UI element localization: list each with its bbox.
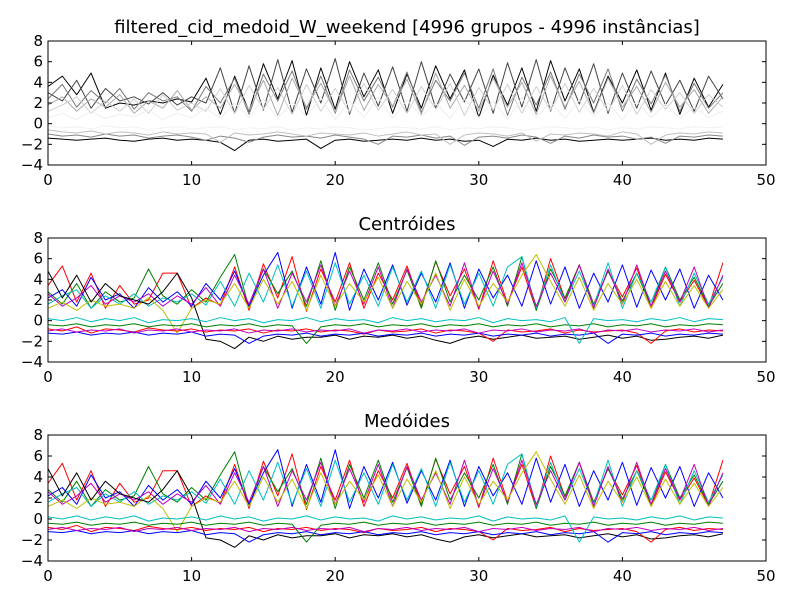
y-tick-label: 4 <box>33 270 43 288</box>
x-tick-label: 30 <box>469 368 488 386</box>
y-tick-label: 8 <box>33 32 43 50</box>
x-tick-label: 30 <box>469 171 488 189</box>
x-tick-label: 10 <box>182 171 201 189</box>
series-line-6 <box>48 96 724 121</box>
x-tick-label: 50 <box>756 171 775 189</box>
series-line-12 <box>48 328 723 334</box>
series-line-7 <box>48 270 724 350</box>
series-line-10 <box>48 125 723 131</box>
series-line-9 <box>48 331 723 344</box>
series-line-10 <box>48 323 723 344</box>
series-group <box>48 251 724 350</box>
y-tick-label: 6 <box>33 447 43 465</box>
series-line-5 <box>48 82 724 116</box>
series-line-11 <box>48 317 723 344</box>
series-line-12 <box>48 526 723 533</box>
y-tick-label: −2 <box>21 531 43 549</box>
series-line-9 <box>48 129 723 145</box>
y-tick-label: 2 <box>33 291 43 309</box>
y-tick-label: 0 <box>33 510 43 528</box>
series-line-11 <box>48 515 723 543</box>
x-tick-label: 30 <box>469 567 488 585</box>
series-line-8 <box>48 524 723 543</box>
y-tick-label: 4 <box>33 73 43 91</box>
series-line-6 <box>48 451 724 533</box>
x-tick-label: 50 <box>756 368 775 386</box>
y-tick-label: 0 <box>33 115 43 133</box>
chart-title: filtered_cid_medoid_W_weekend [4996 grup… <box>114 17 700 38</box>
x-tick-label: 40 <box>613 171 632 189</box>
series-line-9 <box>48 530 723 543</box>
y-tick-label: 2 <box>33 489 43 507</box>
x-tick-label: 20 <box>326 368 345 386</box>
series-group <box>48 449 724 548</box>
chart-title: Centróides <box>358 214 455 235</box>
x-tick-label: 0 <box>43 567 53 585</box>
series-line-3 <box>48 68 724 116</box>
chart-panel-1: 0 10 20 30 40 50−4−202468filtered_cid_medoid_… <box>21 17 776 189</box>
y-tick-label: 6 <box>33 250 43 268</box>
y-tick-label: −4 <box>21 552 43 570</box>
x-tick-label: 10 <box>182 567 201 585</box>
x-tick-label: 50 <box>756 567 775 585</box>
x-tick-label: 20 <box>326 171 345 189</box>
y-tick-label: −4 <box>21 353 43 371</box>
series-group <box>48 58 724 152</box>
y-tick-label: 6 <box>33 53 43 71</box>
y-tick-label: 8 <box>33 229 43 247</box>
x-tick-label: 20 <box>326 567 345 585</box>
series-line-4 <box>48 72 724 116</box>
series-line-8 <box>48 326 723 344</box>
x-tick-label: 40 <box>613 368 632 386</box>
y-tick-label: 2 <box>33 94 43 112</box>
x-tick-label: 0 <box>43 171 53 189</box>
chart-title: Medóides <box>364 411 450 432</box>
series-line-7 <box>48 468 724 548</box>
y-tick-label: −2 <box>21 332 43 350</box>
x-tick-label: 0 <box>43 368 53 386</box>
y-tick-label: 4 <box>33 468 43 486</box>
series-line-8 <box>48 133 723 146</box>
y-tick-label: 8 <box>33 426 43 444</box>
series-line-5 <box>48 262 724 309</box>
x-tick-label: 40 <box>613 567 632 585</box>
y-tick-label: −2 <box>21 135 43 153</box>
x-tick-label: 10 <box>182 368 201 386</box>
y-tick-label: −4 <box>21 156 43 174</box>
y-tick-label: 0 <box>33 312 43 330</box>
series-line-5 <box>48 459 724 507</box>
series-line-10 <box>48 521 723 543</box>
series-line-6 <box>48 254 724 334</box>
